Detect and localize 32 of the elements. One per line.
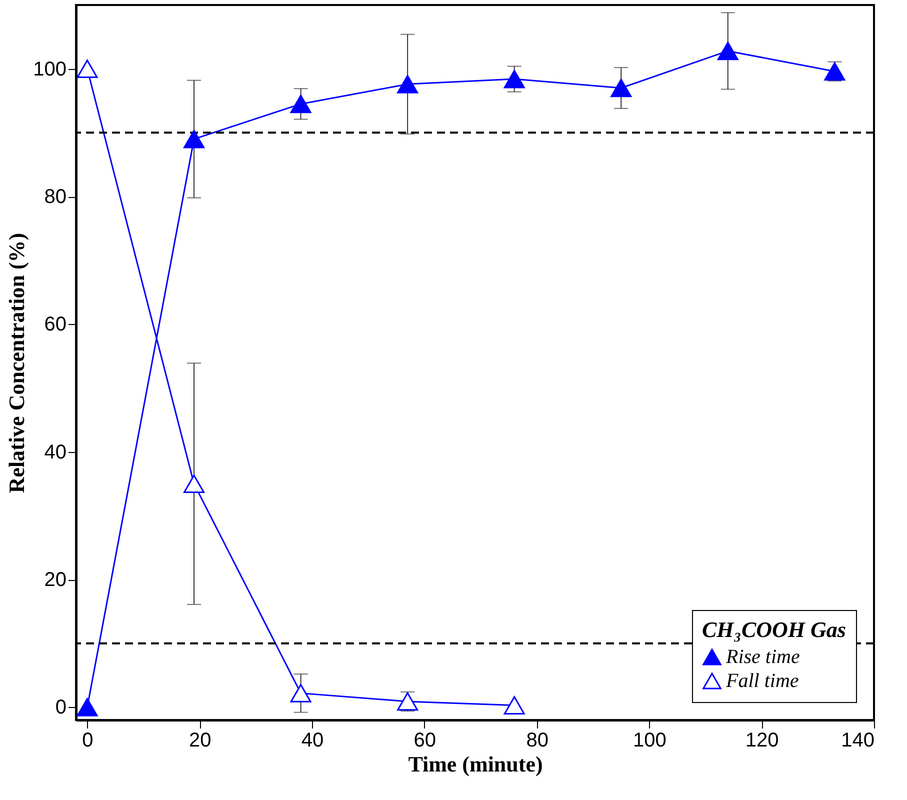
point (397, 692, 418, 711)
point (610, 78, 632, 98)
x-tick-label: 140 (841, 730, 874, 752)
y-tick-label: 0 (55, 696, 66, 719)
x-axis-title: Time (minute) (408, 752, 543, 776)
x-tick-label: 0 (82, 730, 94, 752)
legend-label: Fall time (725, 670, 799, 692)
x-tick-label: 40 (301, 730, 324, 752)
point (397, 74, 418, 94)
y-tick-label: 100 (33, 58, 66, 80)
x-tick-label: 80 (526, 730, 548, 752)
y-tick-label: 40 (44, 441, 66, 464)
point (184, 130, 205, 148)
legend-title: CH₃COOH Gas (702, 617, 846, 642)
y-tick-label: 60 (44, 314, 66, 336)
point (824, 62, 846, 81)
x-tick-label: 60 (414, 730, 436, 752)
y-tick-label: 20 (44, 569, 66, 592)
x-tick-label: 120 (745, 730, 779, 752)
y-axis-title: Relative Concentration (%) (4, 232, 30, 494)
legend-label: Rise time (725, 646, 800, 668)
point (717, 42, 738, 60)
point (504, 696, 525, 715)
x-tick-label: 100 (633, 730, 666, 752)
point (504, 70, 525, 88)
y-tick-label: 80 (44, 186, 66, 208)
x-tick-label: 20 (189, 730, 212, 752)
point (184, 474, 205, 493)
point (290, 684, 312, 702)
point (290, 94, 312, 114)
point (76, 60, 98, 78)
point (76, 698, 98, 716)
